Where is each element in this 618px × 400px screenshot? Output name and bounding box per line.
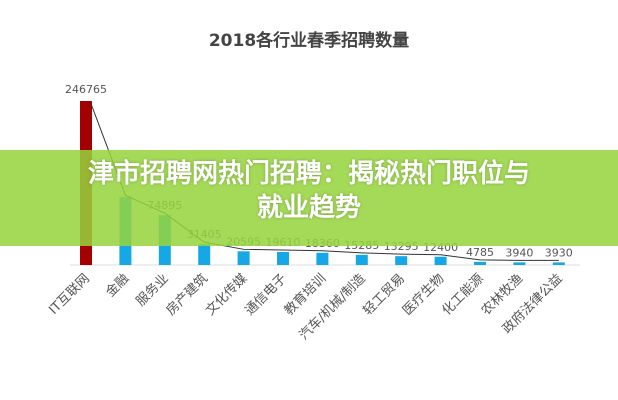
headline-banner: 津市招聘网热门招聘：揭秘热门职位与 就业趋势: [0, 150, 618, 246]
category-label-4: 文化传媒: [203, 271, 250, 318]
category-label-1: 金融: [103, 271, 133, 301]
data-label-10: 4785: [466, 246, 494, 259]
category-label-2: 服务业: [133, 271, 172, 310]
data-label-12: 3930: [545, 246, 573, 259]
bar-4: [237, 251, 250, 265]
data-label-0: 246765: [65, 83, 107, 96]
category-label-9: 医疗生物: [400, 271, 447, 318]
bar-12: [552, 262, 565, 265]
headline-text: 津市招聘网热门招聘：揭秘热门职位与: [87, 159, 531, 189]
bar-5: [277, 251, 289, 265]
bar-6: [316, 252, 329, 265]
category-label-3: 房产建筑: [163, 271, 211, 319]
headline-text-line-2: 就业趋势: [256, 193, 362, 223]
chart-title: 2018各行业春季招聘数量: [209, 30, 409, 51]
category-label-0: IT互联网: [46, 271, 93, 318]
category-label-8: 轻工贸易: [361, 271, 408, 318]
bar-3: [198, 244, 211, 265]
category-label-7: 汽车/机械/制造: [296, 271, 369, 344]
category-label-10: 化工能源: [439, 271, 486, 318]
bar-8: [395, 256, 408, 265]
bar-9: [434, 256, 447, 265]
category-label-5: 通信电子: [242, 271, 289, 318]
bar-10: [474, 261, 486, 265]
bar-7: [355, 254, 368, 265]
bar-11: [513, 262, 526, 265]
data-label-11: 3940: [505, 246, 533, 259]
